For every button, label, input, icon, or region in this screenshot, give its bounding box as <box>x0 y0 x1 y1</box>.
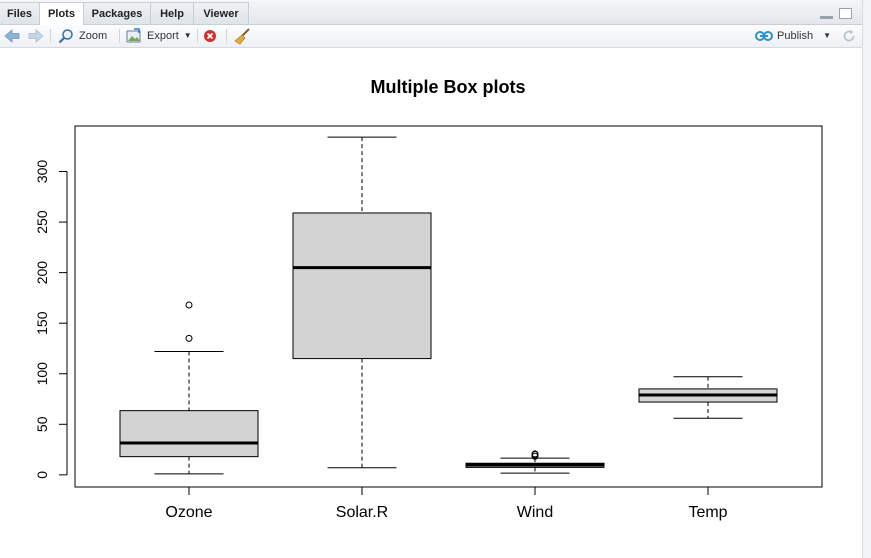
publish-icon <box>755 31 773 41</box>
publish-label: Publish <box>777 30 814 42</box>
dropdown-caret-icon: ▼ <box>183 31 192 40</box>
x-tick-label: Temp <box>688 504 727 521</box>
outlier-point <box>531 452 539 460</box>
refresh-icon[interactable] <box>842 25 856 47</box>
toolbar-divider <box>226 29 227 43</box>
remove-plot-button[interactable] <box>203 25 217 47</box>
y-tick-label: 250 <box>34 210 50 234</box>
x-tick-label: Wind <box>517 504 553 521</box>
x-tick-label: Ozone <box>165 504 212 521</box>
box-wind <box>465 450 605 474</box>
export-label: Export <box>147 30 179 42</box>
y-axis: 0 50 100 150 200 250 300 <box>34 160 68 479</box>
tab-viewer[interactable]: Viewer <box>194 2 249 24</box>
minimize-pane-icon[interactable] <box>819 8 833 19</box>
x-tick-label: Solar.R <box>336 504 388 521</box>
iqr-box <box>292 212 432 360</box>
box-temp <box>638 376 778 419</box>
export-image-icon <box>126 28 141 43</box>
magnifier-icon <box>58 29 73 44</box>
box-series <box>119 136 778 475</box>
clear-all-button[interactable] <box>234 25 252 47</box>
y-tick-label: 100 <box>34 362 50 386</box>
toolbar-divider <box>50 29 51 43</box>
dropdown-caret-icon[interactable]: ▼ <box>823 31 831 40</box>
outlier-point <box>185 334 193 342</box>
zoom-button[interactable]: Zoom <box>58 25 107 47</box>
pane-tab-bar: Files Plots Packages Help Viewer <box>0 0 862 25</box>
y-tick-label: 50 <box>34 416 50 432</box>
y-tick-label: 300 <box>34 160 50 184</box>
tab-files[interactable]: Files <box>0 2 40 24</box>
y-tick-label: 150 <box>34 311 50 335</box>
toolbar-divider <box>197 29 198 43</box>
broom-icon <box>234 28 250 45</box>
box-ozone <box>119 301 259 475</box>
box-solar-r <box>292 136 432 469</box>
boxplot-chart: Multiple Box plots 0 50 100 150 200 250 300 Oz… <box>34 77 823 521</box>
remove-icon <box>204 30 216 42</box>
iqr-box <box>119 410 259 458</box>
x-axis: Ozone Solar.R Wind Temp <box>165 486 728 521</box>
toolbar-divider <box>119 29 120 43</box>
y-tick-label: 200 <box>34 261 50 285</box>
vertical-scrollbar[interactable] <box>862 0 871 558</box>
y-tick-label: 0 <box>34 471 50 479</box>
outlier-point <box>185 301 193 309</box>
back-arrow-icon[interactable] <box>4 25 20 47</box>
export-button[interactable]: Export ▼ <box>126 25 192 47</box>
tab-packages[interactable]: Packages <box>84 2 151 24</box>
tab-help[interactable]: Help <box>151 2 194 24</box>
tab-plots[interactable]: Plots <box>39 2 84 25</box>
zoom-label: Zoom <box>79 30 108 42</box>
plots-toolbar: Zoom Export ▼ Publish ▼ <box>0 25 862 48</box>
maximize-pane-icon[interactable] <box>839 8 852 19</box>
outlier-point <box>531 450 539 458</box>
chart-title: Multiple Box plots <box>371 77 526 97</box>
publish-button[interactable]: Publish ▼ <box>755 25 831 47</box>
forward-arrow-icon[interactable] <box>28 25 44 47</box>
